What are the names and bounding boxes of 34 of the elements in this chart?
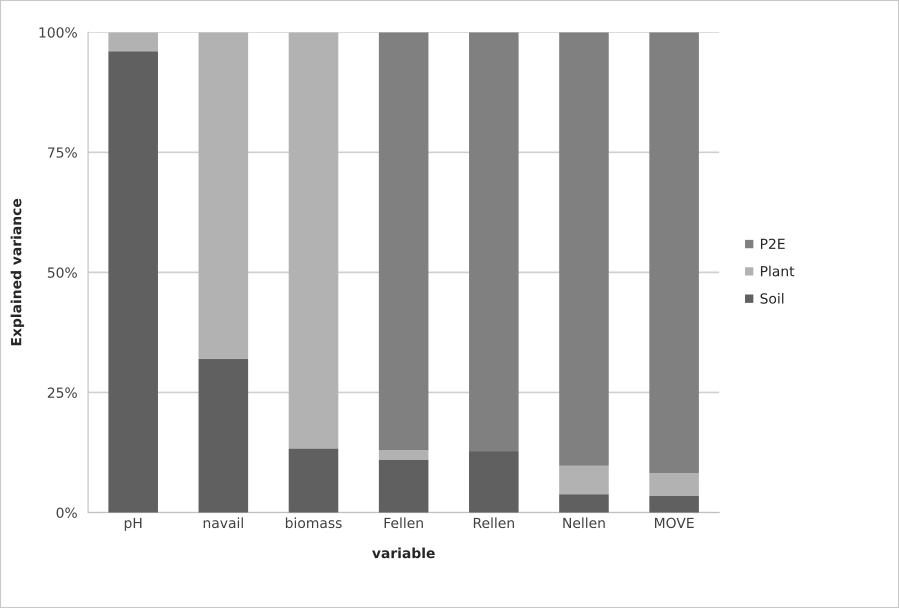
legend-label: P2E — [760, 238, 785, 249]
bar — [649, 473, 699, 496]
bar — [108, 51, 158, 513]
x-tick-label: MOVE — [655, 518, 694, 528]
bar — [649, 496, 699, 513]
x-tick-label: biomass — [286, 517, 342, 528]
x-axis-title: variable — [372, 548, 435, 558]
bar — [378, 32, 428, 450]
bar — [378, 460, 428, 513]
bar — [198, 358, 248, 513]
y-tick-label: 50% — [48, 267, 77, 278]
bar — [378, 450, 428, 460]
legend-label: Soil — [760, 292, 784, 304]
bar — [559, 32, 609, 466]
y-tick-label: 75% — [48, 147, 77, 158]
bar — [198, 32, 248, 359]
y-axis-title: Explained variance — [10, 198, 24, 346]
bar — [649, 32, 699, 474]
x-tick-label: Nellen — [563, 517, 605, 528]
bar — [559, 465, 609, 494]
x-tick-label: Fellen — [384, 517, 423, 528]
bar — [559, 494, 609, 513]
y-tick-label: 100% — [40, 27, 77, 38]
y-tick-label: 0% — [56, 508, 77, 518]
bar — [469, 32, 519, 452]
x-tick-label: navail — [204, 517, 243, 528]
bar — [288, 448, 338, 513]
bar — [469, 452, 519, 513]
bar — [288, 32, 338, 449]
x-tick-label: pH — [124, 518, 142, 531]
x-tick-label: Rellen — [474, 517, 514, 528]
y-tick-label: 25% — [48, 387, 77, 398]
bar — [108, 32, 158, 52]
legend-label: Plant — [760, 266, 794, 276]
